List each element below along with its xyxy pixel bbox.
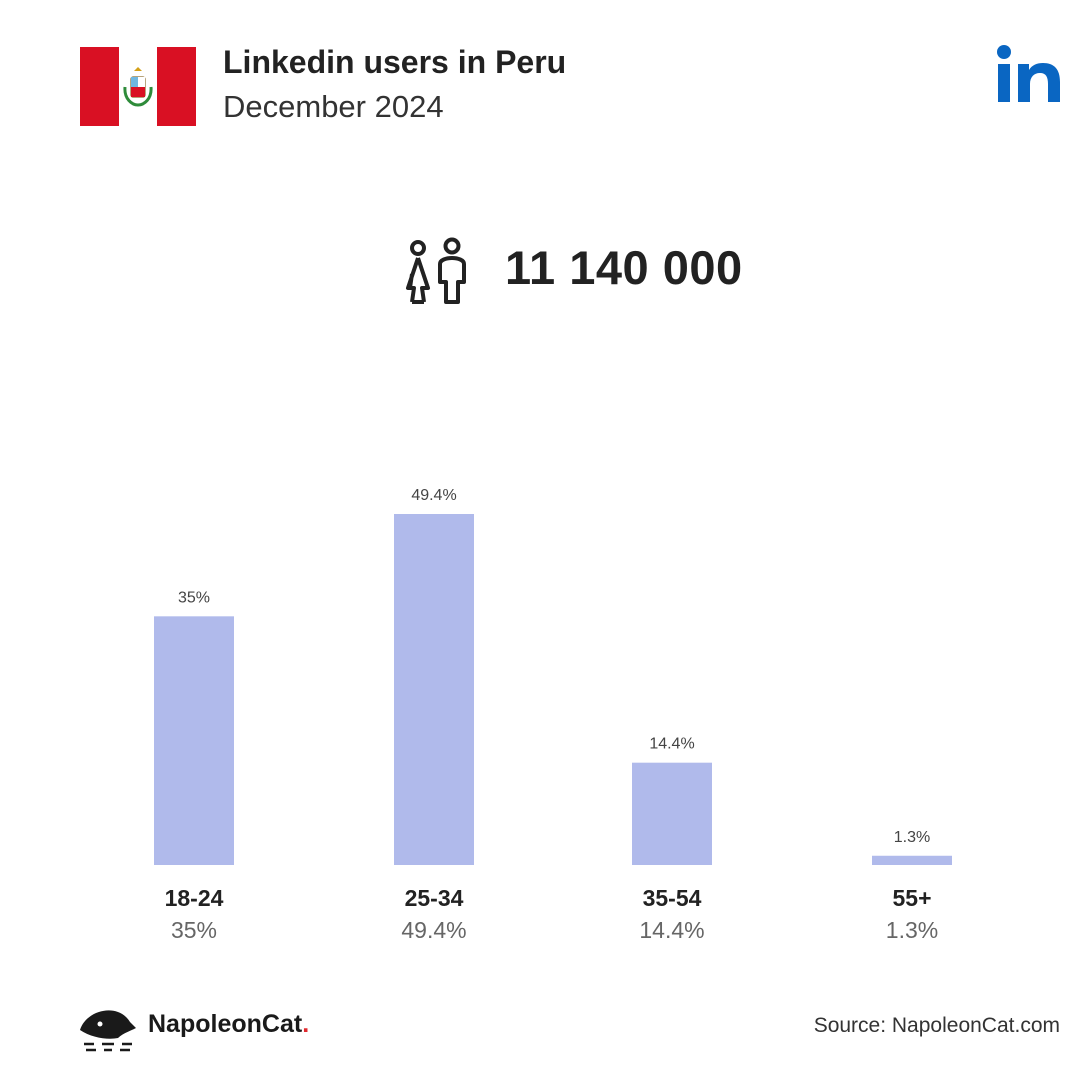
napoleoncat-logo-icon [80,1010,136,1052]
brand-dot: . [302,1010,310,1038]
source-text: Source: NapoleonCat.com [813,1014,1060,1037]
age-bar-chart: 35% 18-24 35% 49.4% 25-34 49.4% 14.4% 35-54 14.4… [154,487,952,943]
peru-flag-icon [80,47,196,126]
category-percent-label: 49.4% [401,917,466,943]
brand-label: NapoleonCat [148,1010,303,1038]
category-label: 18-24 [165,885,224,911]
bar-value-label: 49.4% [411,487,456,504]
category-percent-label: 14.4% [639,917,704,943]
category-percent-label: 35% [171,917,217,943]
bar-55+ [872,855,952,865]
bar-value-label: 14.4% [649,736,694,753]
bar-18-24 [154,616,234,865]
brand-name: NapoleonCat. [148,1010,309,1039]
chart-subtitle: December 2024 [223,89,444,124]
chart-title: Linkedin users in Peru [223,44,567,80]
bar-35-54 [632,762,712,865]
total-users-value: 11 140 000 [505,241,743,294]
users-icon [406,237,466,304]
category-label: 25-34 [405,885,464,911]
linkedin-logo-icon [997,45,1060,102]
category-label: 55+ [892,885,931,911]
category-label: 35-54 [643,885,702,911]
bar-value-label: 35% [178,589,210,606]
category-percent-label: 1.3% [886,917,938,943]
bar-25-34 [394,514,474,865]
bar-value-label: 1.3% [894,829,930,846]
